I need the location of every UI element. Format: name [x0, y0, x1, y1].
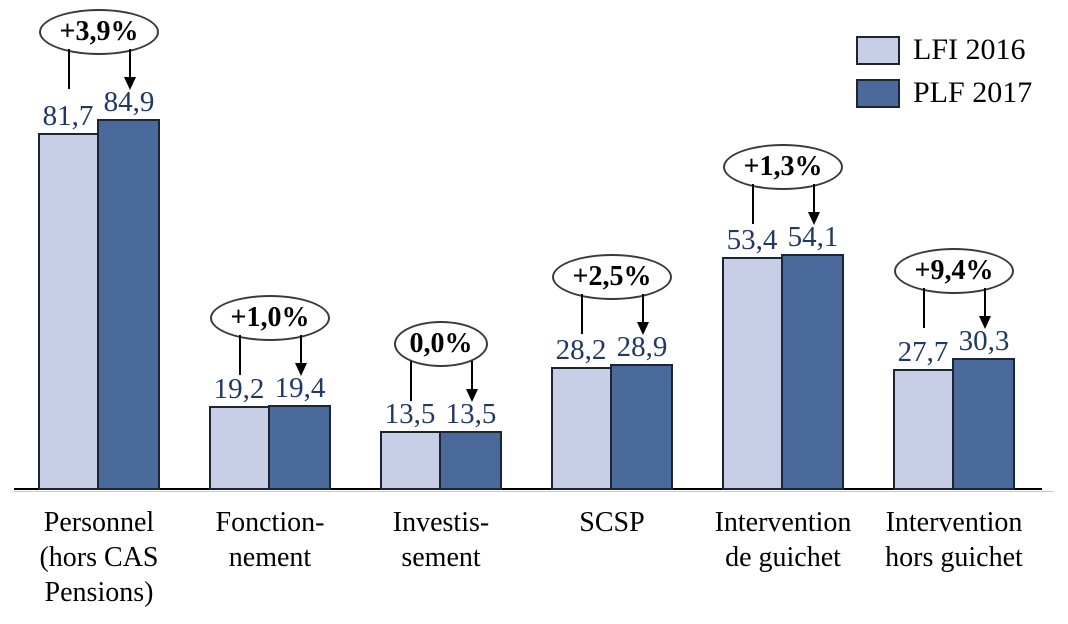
change-percent-badge: +1,0%	[210, 295, 330, 341]
bar-value-plf-2017: 19,4	[274, 372, 326, 404]
x-axis-shadow	[14, 491, 1054, 492]
connector-arrow-head	[295, 363, 307, 376]
legend-swatch-lfi-2016	[856, 35, 900, 65]
connector-line	[410, 361, 412, 401]
connector-arrow-head	[979, 316, 991, 329]
connector-line	[752, 184, 754, 224]
bar-value-plf-2017: 30,3	[958, 325, 1010, 357]
category-label-line: Pensions)	[44, 577, 154, 608]
bar-plf-2017	[97, 119, 160, 490]
category-label-line: Personnel	[43, 507, 155, 538]
bar-value-lfi-2016: 27,7	[897, 336, 949, 368]
connector-arrow-head	[637, 322, 649, 335]
connector-arrow-shaft	[813, 184, 815, 212]
legend-item-plf-2017: PLF 2017	[856, 77, 1032, 109]
category-label-line: hors guichet	[885, 542, 1023, 573]
category-label-line: (hors CAS	[39, 542, 159, 573]
category-label-line: Intervention	[885, 507, 1023, 538]
category-label: Intervention de guichet	[688, 505, 878, 575]
bar-plf-2017	[439, 431, 502, 490]
connector-line	[581, 294, 583, 334]
bar-lfi-2016	[209, 406, 270, 490]
bar-value-plf-2017: 13,5	[445, 398, 497, 430]
connector-arrow-head	[124, 77, 136, 90]
bar-lfi-2016	[893, 369, 954, 490]
bar-lfi-2016	[551, 367, 612, 490]
bar-value-lfi-2016: 13,5	[384, 398, 436, 430]
bar-plf-2017	[610, 364, 673, 490]
legend-item-lfi-2016: LFI 2016	[856, 34, 1032, 66]
category-label-line: de guichet	[725, 542, 841, 573]
bar-lfi-2016	[38, 133, 99, 490]
category-label: Fonction-nement	[175, 505, 365, 575]
change-percent-badge: +3,9%	[39, 9, 159, 55]
bar-value-lfi-2016: 28,2	[555, 334, 607, 366]
connector-line	[239, 335, 241, 375]
bar-value-lfi-2016: 19,2	[213, 373, 265, 405]
bar-lfi-2016	[722, 257, 783, 490]
connector-arrow-head	[466, 389, 478, 402]
category-label: SCSP	[517, 505, 707, 540]
bar-plf-2017	[781, 254, 844, 490]
category-label-line: Fonction-	[215, 507, 325, 538]
chart-legend: LFI 2016 PLF 2017	[856, 34, 1032, 120]
connector-line	[923, 288, 925, 328]
bar-lfi-2016	[380, 431, 441, 490]
category-label-line: Intervention	[714, 507, 852, 538]
connector-arrow-shaft	[129, 49, 131, 77]
bar-value-plf-2017: 28,9	[616, 331, 668, 363]
connector-arrow-shaft	[642, 294, 644, 322]
connector-line	[68, 49, 70, 89]
category-label-line: SCSP	[579, 507, 645, 538]
connector-arrow-shaft	[300, 335, 302, 363]
bar-value-lfi-2016: 81,7	[42, 100, 94, 132]
bar-plf-2017	[952, 358, 1015, 490]
bar-value-lfi-2016: 53,4	[726, 224, 778, 256]
category-label: Investis-sement	[346, 505, 536, 575]
category-label-line: sement	[401, 542, 481, 573]
change-percent-badge: +9,4%	[894, 248, 1014, 294]
category-label-line: nement	[228, 542, 312, 573]
connector-arrow-head	[808, 212, 820, 225]
bar-value-plf-2017: 84,9	[103, 86, 155, 118]
change-percent-badge: +1,3%	[723, 144, 843, 190]
category-label: Personnel (hors CAS Pensions)	[4, 505, 194, 610]
bar-plf-2017	[268, 405, 331, 490]
change-percent-badge: 0,0%	[394, 321, 488, 367]
connector-arrow-shaft	[984, 288, 986, 316]
bar-value-plf-2017: 54,1	[787, 221, 839, 253]
legend-label-plf-2017: PLF 2017	[913, 76, 1033, 109]
category-label: Intervention hors guichet	[859, 505, 1049, 575]
connector-arrow-shaft	[471, 361, 473, 389]
change-percent-badge: +2,5%	[552, 254, 672, 300]
legend-label-lfi-2016: LFI 2016	[913, 33, 1026, 66]
legend-swatch-plf-2017	[856, 78, 900, 108]
x-axis-line	[14, 488, 1042, 490]
category-label-line: Investis-	[392, 507, 490, 538]
